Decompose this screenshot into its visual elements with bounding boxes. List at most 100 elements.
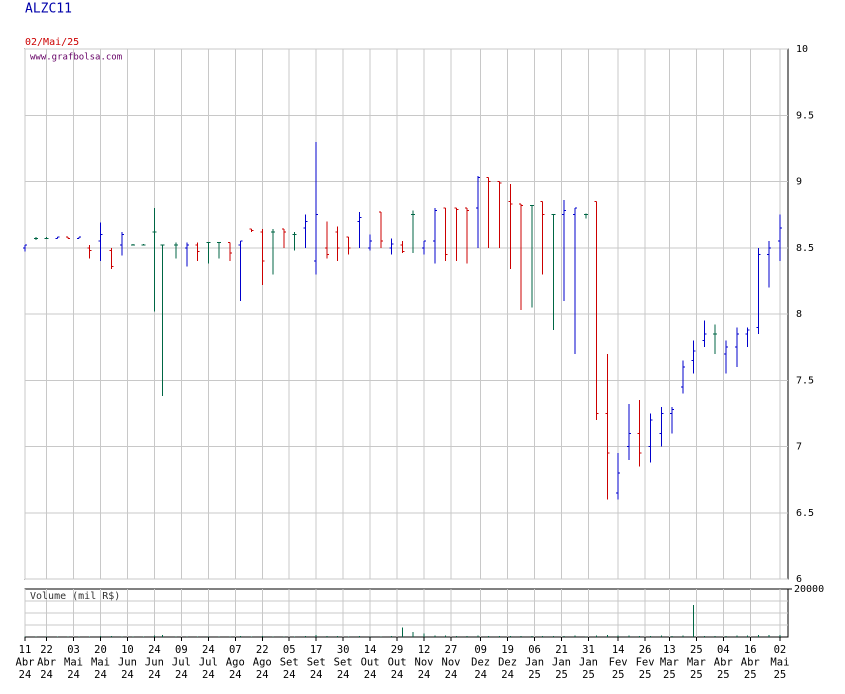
- x-tick-label: 25: [717, 669, 730, 681]
- volume-bar: [380, 636, 381, 637]
- volume-bar: [758, 635, 759, 637]
- volume-bar: [467, 636, 468, 637]
- x-tick-label: 25: [663, 669, 676, 681]
- x-tick-label: 24: [19, 669, 32, 681]
- volume-bar: [68, 636, 69, 637]
- x-tick-label: Mai: [64, 657, 83, 669]
- x-tick-label: Abr: [37, 657, 56, 669]
- x-tick-label: 24: [148, 669, 161, 681]
- x-tick-label: 24: [175, 669, 188, 681]
- volume-bar: [111, 636, 112, 637]
- volume-bar: [725, 636, 726, 637]
- volume-bar: [413, 632, 414, 637]
- x-tick-label: 25: [744, 669, 757, 681]
- x-tick-label: 16: [744, 644, 757, 656]
- x-tick-label: 24: [148, 644, 161, 656]
- x-tick-label: 24: [256, 669, 269, 681]
- x-tick-label: 25: [555, 669, 568, 681]
- volume-bar: [542, 636, 543, 637]
- x-tick-label: 24: [445, 669, 458, 681]
- volume-bar: [736, 636, 737, 637]
- volume-bar: [553, 636, 554, 637]
- volume-bar: [661, 636, 662, 637]
- x-tick-label: 24: [40, 669, 53, 681]
- x-tick-label: Jun: [118, 657, 137, 669]
- x-tick-label: Ago: [253, 657, 272, 669]
- x-tick-label: Set: [307, 657, 326, 669]
- x-tick-label: Jan: [525, 657, 544, 669]
- x-tick-label: Jan: [552, 657, 571, 669]
- x-tick-label: 21: [555, 644, 568, 656]
- x-tick-label: 24: [94, 669, 107, 681]
- y-tick-label: 6.5: [796, 508, 814, 519]
- volume-bar: [575, 636, 576, 637]
- y-tick-label: 7: [796, 442, 802, 453]
- volume-bar: [370, 636, 371, 637]
- volume-bar: [294, 636, 295, 637]
- x-tick-label: 26: [639, 644, 652, 656]
- volume-bar: [337, 636, 338, 637]
- x-tick-label: 24: [202, 644, 215, 656]
- x-tick-label: 02: [774, 644, 787, 656]
- x-tick-label: Out: [361, 657, 380, 669]
- volume-bar: [585, 636, 586, 637]
- volume-bar: [46, 636, 47, 637]
- x-tick-label: 22: [256, 644, 269, 656]
- volume-bar: [693, 605, 694, 637]
- x-tick-label: 24: [121, 669, 134, 681]
- x-tick-label: 31: [582, 644, 595, 656]
- x-tick-label: 24: [283, 669, 296, 681]
- volume-bar: [208, 636, 209, 637]
- volume-bar: [672, 636, 673, 637]
- volume-bar: [628, 636, 629, 637]
- x-tick-label: 09: [175, 644, 188, 656]
- volume-bar: [229, 636, 230, 637]
- volume-bar: [715, 636, 716, 637]
- x-tick-label: Out: [388, 657, 407, 669]
- x-tick-label: 24: [67, 669, 80, 681]
- volume-bar: [521, 636, 522, 637]
- volume-bar: [197, 636, 198, 637]
- x-tick-label: Fev: [636, 657, 655, 669]
- volume-bar: [488, 636, 489, 637]
- volume-bar: [251, 636, 252, 637]
- volume-bar: [100, 636, 101, 637]
- y-tick-label: 10: [796, 44, 808, 55]
- x-tick-label: 12: [418, 644, 431, 656]
- x-tick-label: 17: [310, 644, 323, 656]
- volume-bar: [434, 636, 435, 637]
- volume-bar: [326, 636, 327, 637]
- y-tick-label: 8: [796, 309, 802, 320]
- volume-bar: [391, 636, 392, 637]
- volume-bar: [89, 636, 90, 637]
- x-tick-label: 24: [391, 669, 404, 681]
- x-tick-label: Abr: [714, 657, 733, 669]
- x-tick-label: Set: [334, 657, 353, 669]
- x-tick-label: 24: [202, 669, 215, 681]
- x-tick-label: 25: [690, 669, 703, 681]
- x-tick-label: 14: [364, 644, 377, 656]
- volume-bar: [424, 633, 425, 637]
- volume-bar: [477, 635, 478, 637]
- volume-bar: [240, 636, 241, 637]
- x-tick-label: 29: [391, 644, 404, 656]
- x-tick-label: Jan: [579, 657, 598, 669]
- volume-bar: [162, 635, 163, 637]
- x-tick-label: Nov: [442, 657, 461, 669]
- x-tick-label: 04: [717, 644, 730, 656]
- x-tick-label: 10: [121, 644, 134, 656]
- volume-bar: [607, 635, 608, 637]
- x-tick-label: Mar: [687, 657, 706, 669]
- source: www.grafbolsa.com: [30, 53, 122, 63]
- x-tick-label: 07: [229, 644, 242, 656]
- x-tick-label: 13: [663, 644, 676, 656]
- y-tick-label: 9.5: [796, 110, 814, 121]
- x-tick-label: Mai: [91, 657, 110, 669]
- volume-bar: [704, 636, 705, 637]
- x-tick-label: Mai: [770, 657, 789, 669]
- x-tick-label: 27: [445, 644, 458, 656]
- x-tick-label: 24: [474, 669, 487, 681]
- x-tick-label: 03: [67, 644, 80, 656]
- x-tick-label: 09: [474, 644, 487, 656]
- volume-bar: [316, 635, 317, 637]
